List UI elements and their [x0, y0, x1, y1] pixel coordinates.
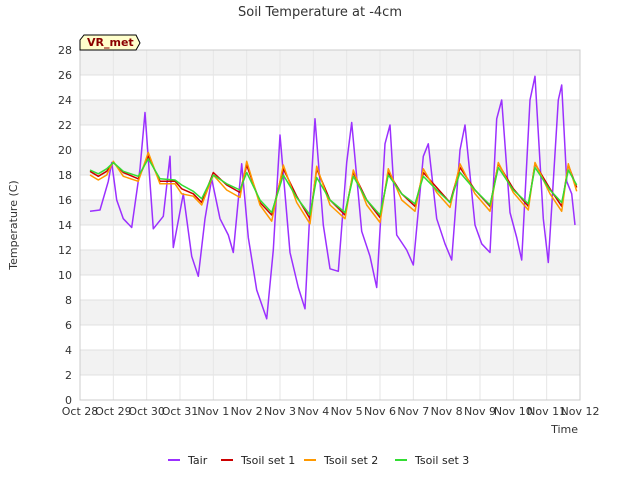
y-tick-label: 16 [58, 194, 72, 207]
legend-label: Tsoil set 3 [414, 454, 469, 467]
x-tick-label: Nov 9 [464, 405, 496, 418]
series-line-tair [89, 75, 576, 320]
plot-band [80, 325, 580, 350]
plot-band [80, 350, 580, 375]
plot-band [80, 250, 580, 275]
plot-background [80, 50, 580, 400]
legend-label: Tair [187, 454, 208, 467]
y-tick-label: 22 [58, 119, 72, 132]
x-tick-label: Nov 5 [331, 405, 363, 418]
x-tick-label: Oct 28 [62, 405, 99, 418]
x-tick-label: Nov 4 [297, 405, 329, 418]
y-axis-label: Temperature (C) [7, 180, 20, 270]
plot-band [80, 225, 580, 250]
plot-band [80, 75, 580, 100]
y-tick-label: 28 [58, 44, 72, 57]
y-tick-label: 12 [58, 244, 72, 257]
legend-label: Tsoil set 2 [323, 454, 378, 467]
x-tick-label: Nov 7 [397, 405, 429, 418]
y-tick-label: 20 [58, 144, 72, 157]
x-tick-label: Oct 30 [128, 405, 165, 418]
plot-band [80, 50, 580, 75]
y-tick-label: 2 [65, 369, 72, 382]
y-tick-label: 10 [58, 269, 72, 282]
x-tick-label: Nov 1 [197, 405, 229, 418]
series-layer [89, 75, 578, 320]
plot-band [80, 375, 580, 400]
x-tick-label: Oct 31 [162, 405, 199, 418]
y-tick-label: 24 [58, 94, 72, 107]
legend: Tair Tsoil set 1 Tsoil set 2 Tsoil set 3 [168, 454, 469, 467]
plot-band [80, 275, 580, 300]
x-axis-label: Time [550, 423, 578, 436]
y-tick-label: 8 [65, 294, 72, 307]
y-tick-label: 18 [58, 169, 72, 182]
plot-band [80, 100, 580, 125]
x-tick-label: Oct 29 [95, 405, 132, 418]
y-tick-label: 26 [58, 69, 72, 82]
x-tick-label: Nov 11 [527, 405, 566, 418]
y-tick-label: 6 [65, 319, 72, 332]
x-tick-label: Nov 8 [431, 405, 463, 418]
legend-label: Tsoil set 1 [240, 454, 295, 467]
x-tick-label: Nov 3 [264, 405, 296, 418]
y-tick-label: 14 [58, 219, 72, 232]
station-badge-label: VR_met [87, 36, 134, 49]
chart-title: Soil Temperature at -4cm [238, 5, 402, 20]
plot-area-border [79, 49, 581, 401]
x-tick-label: Nov 6 [364, 405, 396, 418]
y-tick-label: 4 [65, 344, 72, 357]
x-tick-label: Nov 10 [494, 405, 533, 418]
station-badge: VR_met [79, 34, 141, 51]
x-tick-label: Nov 12 [561, 405, 600, 418]
x-tick-label: Nov 2 [231, 405, 263, 418]
plot-band [80, 300, 580, 325]
series-line-tsoil-set-3 [89, 158, 578, 216]
y-tick-label: 0 [65, 394, 72, 407]
